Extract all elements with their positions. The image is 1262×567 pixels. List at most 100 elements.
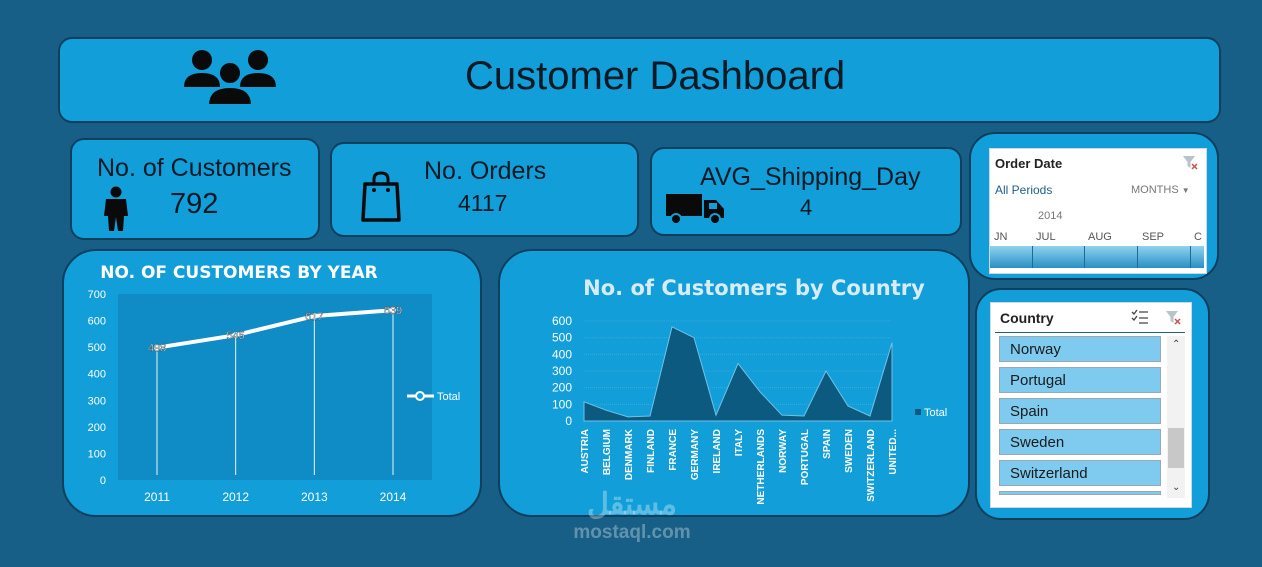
scrollbar-thumb[interactable] bbox=[1168, 428, 1184, 468]
x-tick-label: AUSTRIA bbox=[580, 429, 591, 473]
customers-by-year-chart[interactable]: NO. OF CUSTOMERS BY YEAR 700 600 500 400 300 2… bbox=[64, 251, 480, 515]
kpi-orders-label: No. Orders bbox=[424, 157, 547, 185]
legend-label: Total bbox=[437, 391, 460, 403]
x-tick-label: 2013 bbox=[301, 490, 328, 504]
data-label: 639 bbox=[384, 305, 402, 317]
country-scrollbar[interactable]: ⌃ ⌄ bbox=[1167, 336, 1185, 498]
scroll-up-icon[interactable]: ⌃ bbox=[1172, 339, 1181, 350]
x-tick-label: SWITZERLAND bbox=[866, 429, 877, 502]
y-tick-label: 400 bbox=[88, 369, 106, 381]
country-item-norway[interactable]: Norway bbox=[999, 336, 1161, 362]
kpi-customers-value: 792 bbox=[170, 188, 219, 220]
data-label: 617 bbox=[305, 311, 323, 323]
timeline-month-label: JUL bbox=[1036, 231, 1056, 243]
y-tick-label: 700 bbox=[88, 289, 106, 301]
timeline-month-label: SEP bbox=[1142, 231, 1165, 243]
timeline-month-label: JN bbox=[994, 231, 1008, 243]
data-point bbox=[154, 344, 160, 351]
kpi-shipping-label: AVG_Shipping_Day bbox=[700, 163, 921, 191]
clear-filter-icon[interactable] bbox=[1182, 154, 1198, 170]
kpi-orders-card: No. Orders 4117 bbox=[330, 142, 639, 237]
y-tick-label: 0 bbox=[100, 475, 106, 487]
y-tick-label: 300 bbox=[88, 395, 106, 407]
time-level-label: MONTHS bbox=[1131, 184, 1179, 196]
order-date-slicer-title: Order Date bbox=[995, 156, 1063, 171]
kpi-customers-card: No. of Customers 792 bbox=[70, 138, 320, 240]
customers-by-year-panel: NO. OF CUSTOMERS BY YEAR 700 600 500 400 300 2… bbox=[62, 249, 482, 517]
timeline-period-bar[interactable] bbox=[990, 246, 1204, 268]
timeline-year-label: 2014 bbox=[1038, 210, 1063, 222]
country-item-spain[interactable]: Spain bbox=[999, 398, 1161, 424]
y-tick-label: 500 bbox=[88, 342, 106, 354]
kpi-customers-label: No. of Customers bbox=[97, 154, 292, 182]
data-point bbox=[390, 307, 396, 314]
kpi-shipping-card: AVG_Shipping_Day 4 bbox=[650, 147, 962, 236]
shopping-bag-icon bbox=[361, 171, 401, 222]
x-tick-label: SWEDEN bbox=[844, 429, 855, 473]
x-tick-label: NORWAY bbox=[778, 429, 789, 473]
x-tick-label: SPAIN bbox=[822, 429, 833, 459]
y-tick-label: 100 bbox=[88, 448, 106, 460]
scroll-down-icon[interactable]: ⌄ bbox=[1172, 482, 1181, 493]
x-tick-label: PORTUGAL bbox=[800, 429, 811, 485]
x-tick-label: BELGIUM bbox=[602, 429, 613, 475]
y-tick-label: 0 bbox=[565, 414, 572, 428]
series-line-total bbox=[156, 308, 394, 350]
y-tick-label: 100 bbox=[552, 397, 572, 411]
x-tick-label: 2014 bbox=[380, 490, 407, 504]
person-icon bbox=[104, 186, 128, 231]
country-slicer-title: Country bbox=[1000, 310, 1054, 326]
kpi-shipping-value: 4 bbox=[800, 195, 813, 220]
page-title: Customer Dashboard bbox=[465, 54, 846, 98]
country-item-switzerland[interactable]: Switzerland bbox=[999, 460, 1161, 486]
y-tick-label: 200 bbox=[88, 422, 106, 434]
plot-area bbox=[118, 294, 432, 480]
customers-by-country-chart[interactable]: No. of Customers by Country 600 500 400 300 2… bbox=[500, 251, 968, 515]
multi-select-icon[interactable] bbox=[1131, 309, 1149, 325]
x-tick-label: FINLAND bbox=[646, 429, 657, 473]
y-tick-label: 400 bbox=[552, 347, 572, 361]
y-tick-label: 600 bbox=[88, 316, 106, 328]
customers-by-country-panel: No. of Customers by Country 600 500 400 300 2… bbox=[498, 249, 970, 517]
mostaql-watermark: مستقل mostaql.com bbox=[557, 488, 707, 544]
x-tick-label: IRELAND bbox=[712, 429, 723, 473]
x-tick-label: 2011 bbox=[144, 490, 170, 504]
country-item-sweden[interactable]: Sweden bbox=[999, 429, 1161, 455]
legend-label: Total bbox=[924, 407, 947, 419]
all-periods-label: All Periods bbox=[995, 183, 1053, 197]
x-tick-label: GERMANY bbox=[690, 429, 701, 480]
x-tick-label: 2012 bbox=[222, 490, 249, 504]
timeline-month-labels: JN JUL AUG SEP C bbox=[994, 231, 1202, 243]
country-slicer-panel: Country Norway Portugal Spain Sweden Swi… bbox=[975, 288, 1210, 520]
legend-marker-point bbox=[415, 391, 425, 401]
chevron-down-icon: ▼ bbox=[1181, 186, 1190, 195]
order-date-slicer-panel: Order Date All Periods MONTHS ▼ 2014 JN … bbox=[969, 132, 1219, 280]
x-tick-label: ITALY bbox=[734, 429, 745, 457]
country-item-portugal[interactable]: Portugal bbox=[999, 367, 1161, 393]
chart-title: No. of Customers by Country bbox=[583, 276, 925, 300]
dashboard-header: Customer Dashboard bbox=[58, 37, 1221, 123]
y-tick-label: 500 bbox=[552, 331, 572, 345]
data-point bbox=[232, 332, 239, 339]
time-level-dropdown[interactable]: MONTHS ▼ bbox=[1131, 184, 1190, 196]
clear-filter-icon[interactable] bbox=[1165, 309, 1181, 325]
y-tick-label: 300 bbox=[552, 364, 572, 378]
y-tick-label: 200 bbox=[552, 381, 572, 395]
x-tick-label: DENMARK bbox=[624, 428, 635, 480]
watermark-logo: مستقل bbox=[587, 488, 677, 521]
chart-title: NO. OF CUSTOMERS BY YEAR bbox=[100, 263, 377, 283]
timeline-month-label: AUG bbox=[1088, 231, 1112, 243]
y-tick-label: 600 bbox=[552, 314, 572, 328]
country-item-partial[interactable] bbox=[999, 491, 1161, 495]
truck-icon bbox=[666, 194, 724, 225]
x-tick-label: NETHERLANDS bbox=[756, 429, 767, 505]
series-area-total bbox=[583, 326, 893, 422]
x-tick-label: FRANCE bbox=[668, 429, 679, 471]
x-tick-label: UNITED... bbox=[888, 429, 899, 475]
data-label: 498 bbox=[148, 343, 166, 355]
legend-swatch bbox=[915, 409, 921, 415]
watermark-site: mostaql.com bbox=[573, 522, 691, 543]
people-group-icon bbox=[184, 50, 276, 106]
country-slicer: Country Norway Portugal Spain Sweden Swi… bbox=[990, 302, 1192, 508]
kpi-orders-value: 4117 bbox=[458, 190, 508, 216]
